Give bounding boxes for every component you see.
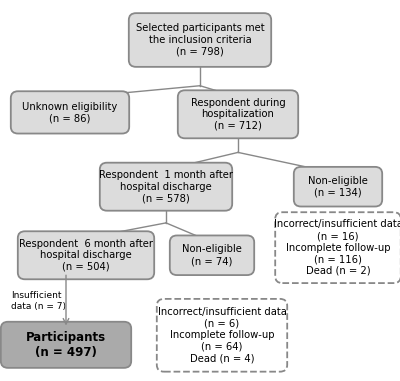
Text: Respondent  6 month after
hospital discharge
(n = 504): Respondent 6 month after hospital discha…: [19, 239, 153, 272]
Text: Selected participants met
the inclusion criteria
(n = 798): Selected participants met the inclusion …: [136, 23, 264, 57]
Text: Non-eligible
(n = 74): Non-eligible (n = 74): [182, 245, 242, 266]
Text: Respondent during
hospitalization
(n = 712): Respondent during hospitalization (n = 7…: [191, 98, 285, 131]
Text: Incorrect/insufficient data
(n = 16)
Incomplete follow-up
(n = 116)
Dead (n = 2): Incorrect/insufficient data (n = 16) Inc…: [274, 219, 400, 276]
Text: Respondent  1 month after
hospital discharge
(n = 578): Respondent 1 month after hospital discha…: [99, 170, 233, 203]
FancyBboxPatch shape: [1, 322, 131, 368]
FancyBboxPatch shape: [18, 231, 154, 279]
FancyBboxPatch shape: [178, 90, 298, 138]
FancyBboxPatch shape: [275, 212, 400, 283]
Text: Insufficient
data (n = 7): Insufficient data (n = 7): [11, 291, 66, 311]
Text: Unknown eligibility
(n = 86): Unknown eligibility (n = 86): [22, 102, 118, 123]
FancyBboxPatch shape: [170, 235, 254, 275]
FancyBboxPatch shape: [100, 163, 232, 211]
FancyBboxPatch shape: [11, 91, 129, 134]
Text: Incorrect/insufficient data
(n = 6)
Incomplete follow-up
(n = 64)
Dead (n = 4): Incorrect/insufficient data (n = 6) Inco…: [158, 307, 286, 363]
FancyBboxPatch shape: [157, 299, 287, 372]
Text: Participants
(n = 497): Participants (n = 497): [26, 331, 106, 359]
FancyBboxPatch shape: [294, 167, 382, 207]
Text: Non-eligible
(n = 134): Non-eligible (n = 134): [308, 176, 368, 197]
FancyBboxPatch shape: [129, 13, 271, 67]
